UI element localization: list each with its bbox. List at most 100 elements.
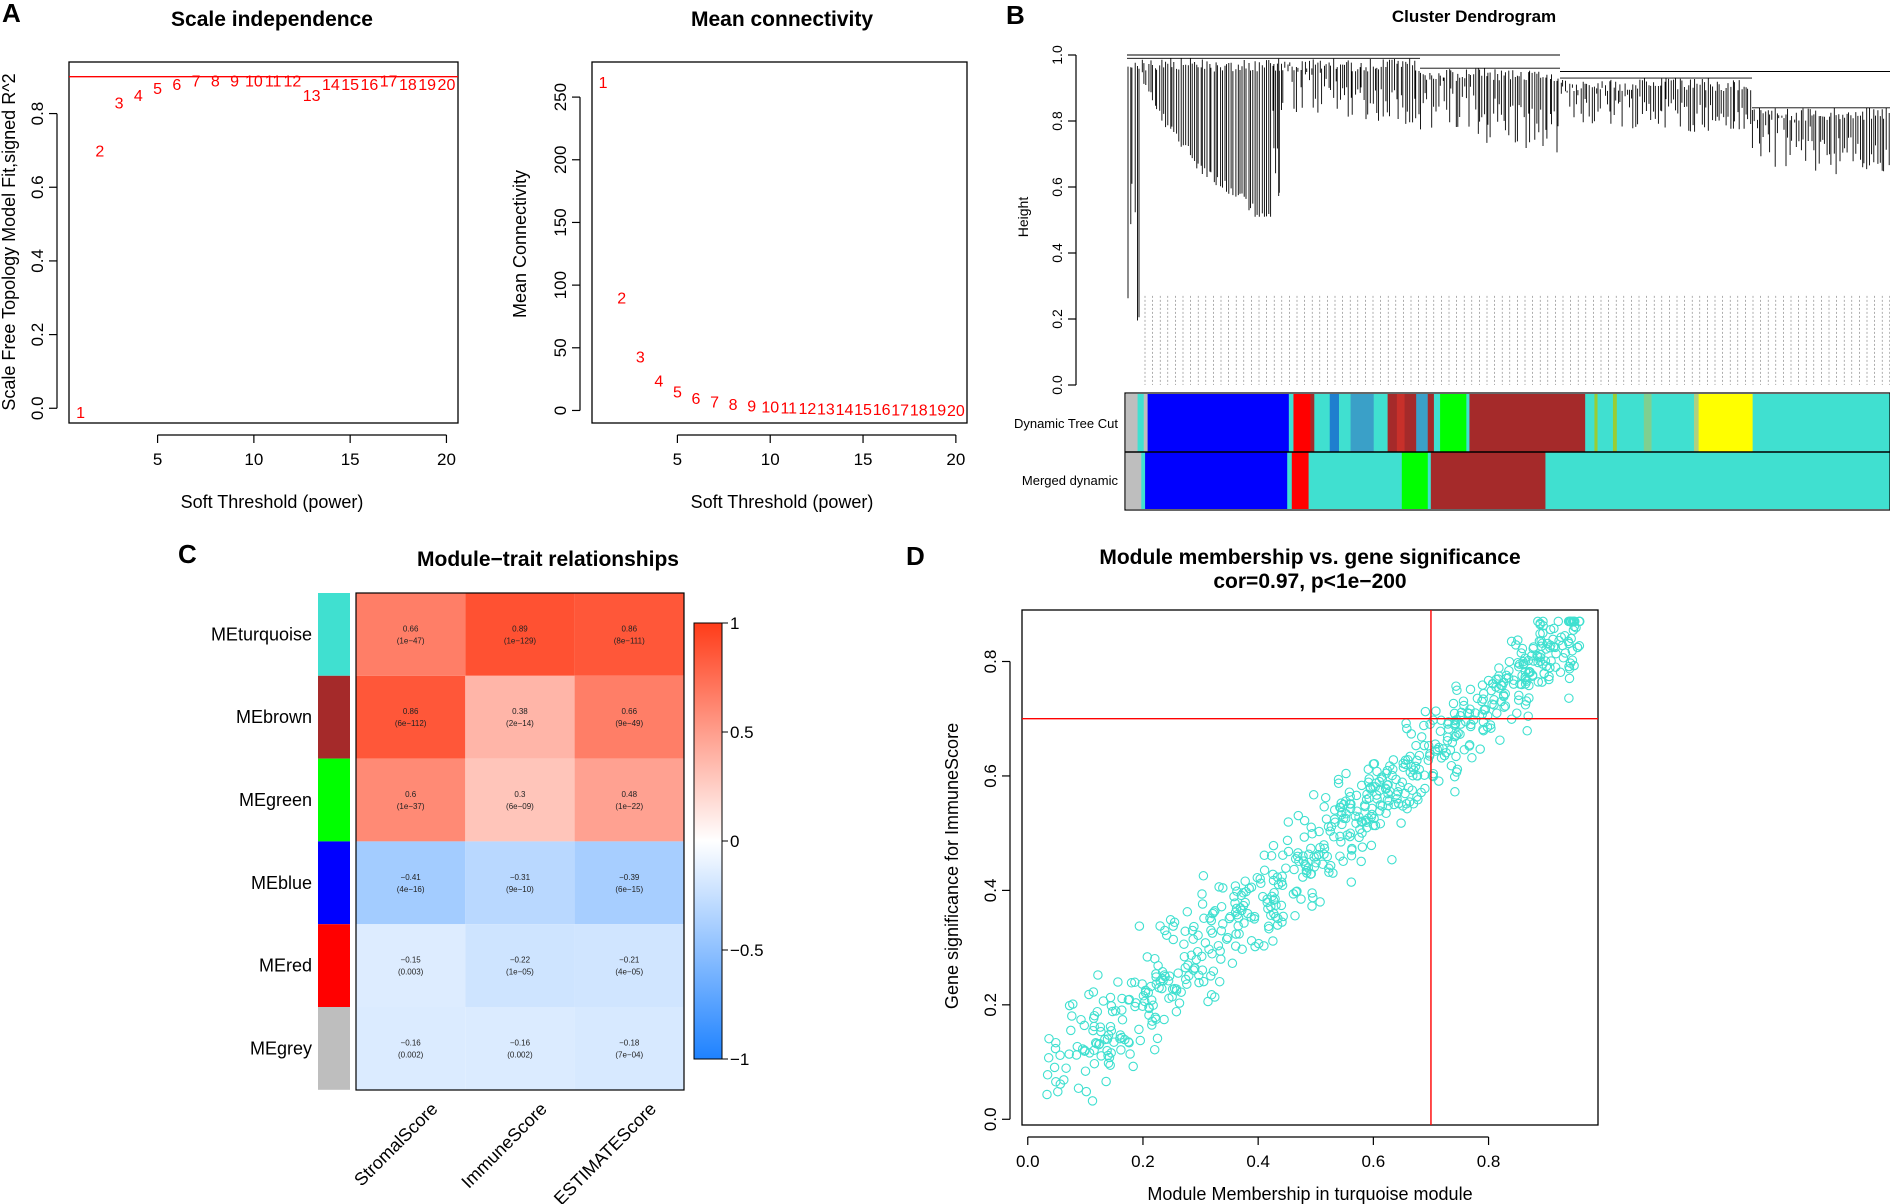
cell-correlation: −0.16 [401, 1038, 422, 1047]
gene-point [1135, 1035, 1146, 1046]
gene-point [1144, 1010, 1154, 1020]
gene-point [1113, 977, 1123, 987]
module-membership-scatter: Module membership vs. gene significance … [942, 546, 1599, 1204]
module-color-segment [1396, 394, 1406, 452]
cell-pvalue: (6e−15) [615, 885, 643, 894]
module-row-label: MEgrey [250, 1038, 312, 1058]
gene-point [1171, 1006, 1182, 1017]
gene-point [1081, 1086, 1092, 1097]
gene-point [1164, 971, 1175, 981]
gene-point [1416, 787, 1426, 798]
data-point-label: 2 [95, 143, 104, 160]
cell-correlation: −0.31 [510, 873, 531, 882]
gene-point [1130, 977, 1140, 988]
gene-point [1117, 993, 1127, 1004]
module-color-segment [1643, 394, 1653, 452]
gene-point [1160, 925, 1170, 936]
gene-point [1103, 1058, 1114, 1068]
gene-point [1408, 765, 1419, 775]
gene-point [1412, 755, 1422, 766]
gene-point [1435, 726, 1446, 737]
gene-point [1064, 1049, 1074, 1059]
gene-point [1042, 1089, 1052, 1100]
gene-point [1206, 971, 1216, 981]
gene-point [1278, 850, 1288, 860]
heatmap-cell [356, 1007, 466, 1090]
gene-point [1560, 648, 1571, 658]
heatmap-cell [356, 675, 466, 759]
data-point-label: 1 [599, 75, 608, 92]
gene-point [1551, 648, 1561, 659]
data-point-label: 5 [673, 385, 682, 402]
gene-point [1103, 1050, 1113, 1061]
gene-point [1567, 655, 1578, 665]
data-point-label: 11 [265, 73, 282, 90]
merged-module-color-segment [1291, 452, 1310, 509]
data-point-label: 3 [636, 350, 645, 367]
module-color-segment [1693, 394, 1700, 452]
gene-point [1565, 658, 1576, 668]
gene-point [1072, 1041, 1083, 1052]
gene-point [1556, 632, 1566, 642]
gene-point [1235, 903, 1246, 913]
gene-point [1283, 817, 1294, 827]
cell-correlation: 0.66 [621, 707, 637, 716]
gene-point [1206, 990, 1217, 1000]
gene-point [1292, 851, 1303, 862]
gene-point [1333, 774, 1344, 785]
gene-point [1290, 854, 1301, 864]
gene-point [1264, 923, 1274, 934]
gene-point [1137, 979, 1147, 989]
data-point-label: 6 [172, 77, 181, 94]
gene-point [1080, 1046, 1090, 1057]
gene-point [1393, 798, 1404, 809]
gene-point [1381, 808, 1391, 819]
gene-point [1182, 979, 1192, 989]
gene-point [1224, 913, 1235, 924]
data-point-label: 9 [747, 398, 756, 415]
gene-point [1448, 698, 1459, 709]
gene-point [1299, 815, 1310, 826]
module-color-segment [1651, 394, 1695, 452]
gene-point [1513, 657, 1523, 668]
module-color-swatch [318, 593, 350, 676]
gene-point [1480, 704, 1491, 715]
cell-pvalue: (1e−37) [397, 802, 425, 811]
gene-point [1533, 616, 1543, 627]
gene-point [1451, 714, 1462, 725]
gene-point [1043, 1053, 1054, 1063]
gene-point [1357, 842, 1368, 852]
gene-point [1524, 693, 1534, 703]
gene-point [1197, 951, 1207, 962]
module-row-label: MEred [259, 956, 312, 976]
module-color-segment [1612, 394, 1618, 452]
gene-point [1364, 774, 1374, 784]
data-point-label: 18 [399, 77, 417, 94]
cell-pvalue: (2e−14) [506, 719, 534, 728]
gene-point [1434, 776, 1444, 786]
gene-point [1323, 821, 1334, 832]
gene-point [1558, 653, 1569, 663]
data-point-label: 7 [192, 73, 201, 90]
gene-point [1294, 856, 1304, 867]
module-color-segment [1137, 394, 1145, 452]
gene-point [1449, 708, 1460, 719]
gene-point [1191, 954, 1202, 965]
gene-point [1218, 919, 1228, 929]
y-tick-label: 200 [551, 146, 570, 174]
gene-point [1458, 696, 1469, 706]
plot-frame [591, 61, 968, 424]
module-color-segment [1373, 394, 1389, 452]
gene-point [1301, 868, 1312, 878]
module-row-label: MEturquoise [211, 624, 312, 644]
gene-point [1198, 871, 1209, 881]
gene-point [1414, 750, 1425, 761]
data-point-label: 17 [380, 73, 398, 90]
cell-correlation: −0.18 [619, 1038, 640, 1047]
gene-point [1307, 901, 1317, 911]
merged-module-color-segment [1308, 452, 1403, 509]
gene-point [1151, 979, 1162, 989]
gene-point [1388, 755, 1399, 765]
gene-point [1406, 729, 1417, 739]
gene-point [1198, 976, 1209, 987]
